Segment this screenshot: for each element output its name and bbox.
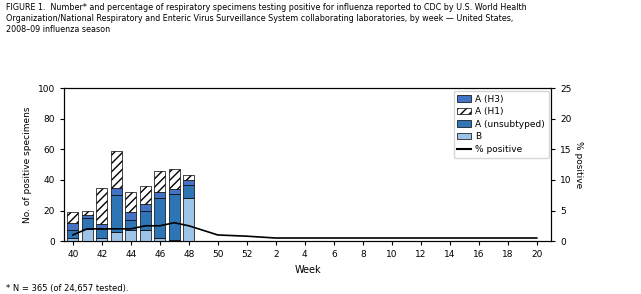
Bar bbox=[67, 212, 78, 223]
Bar bbox=[111, 232, 122, 241]
Bar bbox=[169, 240, 179, 241]
Bar bbox=[183, 175, 194, 180]
Bar bbox=[140, 230, 151, 241]
Bar bbox=[126, 192, 137, 212]
Bar bbox=[154, 198, 165, 238]
Bar bbox=[154, 238, 165, 241]
Bar bbox=[140, 204, 151, 211]
Bar bbox=[111, 151, 122, 188]
Bar bbox=[154, 171, 165, 192]
Y-axis label: No. of positive specimens: No. of positive specimens bbox=[23, 106, 32, 223]
Bar bbox=[111, 188, 122, 195]
Bar bbox=[96, 229, 107, 238]
Bar bbox=[126, 230, 137, 241]
Y-axis label: % positive: % positive bbox=[574, 141, 583, 188]
Bar bbox=[154, 192, 165, 198]
Bar bbox=[67, 238, 78, 241]
Bar bbox=[126, 220, 137, 230]
Bar bbox=[96, 224, 107, 229]
Bar bbox=[67, 223, 78, 230]
Text: FIGURE 1.  Number* and percentage of respiratory specimens testing positive for : FIGURE 1. Number* and percentage of resp… bbox=[6, 3, 527, 34]
Bar bbox=[96, 188, 107, 224]
Bar bbox=[96, 238, 107, 241]
Text: * N = 365 (of 24,657 tested).: * N = 365 (of 24,657 tested). bbox=[6, 283, 129, 293]
Bar bbox=[140, 211, 151, 230]
Bar bbox=[82, 218, 93, 229]
Bar bbox=[140, 186, 151, 204]
Bar bbox=[82, 215, 93, 218]
Bar bbox=[183, 180, 194, 185]
Bar bbox=[126, 212, 137, 220]
Bar bbox=[169, 189, 179, 194]
Bar bbox=[169, 169, 179, 189]
Bar bbox=[82, 229, 93, 241]
Bar bbox=[169, 194, 179, 240]
Bar bbox=[183, 185, 194, 198]
Legend: A (H3), A (H1), A (unsubtyped), B, % positive: A (H3), A (H1), A (unsubtyped), B, % pos… bbox=[454, 91, 549, 158]
Bar bbox=[67, 230, 78, 238]
Bar bbox=[183, 198, 194, 241]
Bar bbox=[111, 195, 122, 232]
Bar bbox=[82, 211, 93, 215]
X-axis label: Week: Week bbox=[294, 265, 321, 275]
